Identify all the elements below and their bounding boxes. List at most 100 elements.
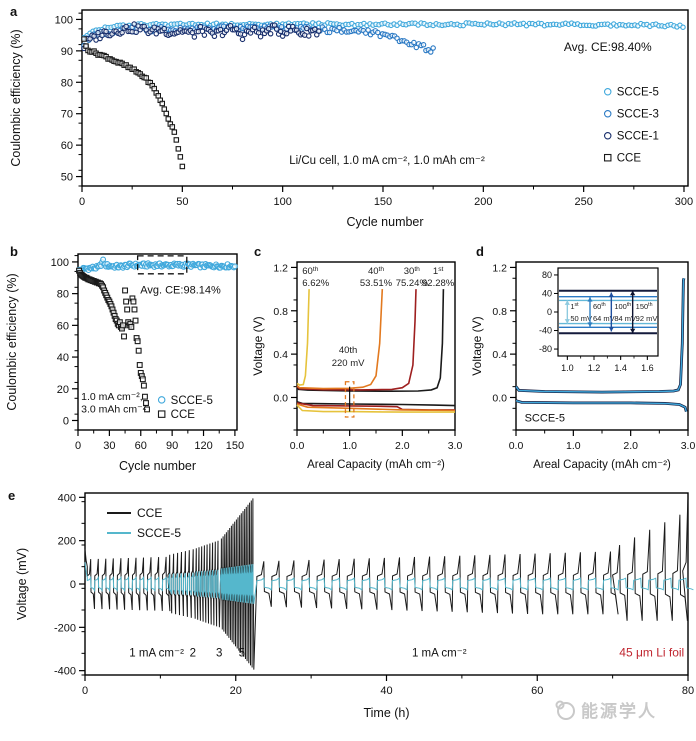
svg-text:64 mV: 64 mV xyxy=(593,314,615,323)
svg-text:Cycle number: Cycle number xyxy=(119,459,196,473)
curve-scce5 xyxy=(514,277,688,412)
svg-text:1.2: 1.2 xyxy=(273,262,288,274)
svg-text:1.0: 1.0 xyxy=(342,440,357,452)
panel-a-chart: 0 50 100 150 200 250 300 50 60 70 80 90 100 Cycle num… xyxy=(9,9,693,229)
svg-text:1 mA cm⁻²: 1 mA cm⁻² xyxy=(412,648,467,660)
svg-text:30: 30 xyxy=(103,440,115,452)
svg-text:1.4: 1.4 xyxy=(614,363,627,373)
panel-c-letter: c xyxy=(254,244,262,259)
svg-text:1.2: 1.2 xyxy=(492,262,507,274)
svg-text:80: 80 xyxy=(682,685,694,697)
svg-text:Areal Capacity (mAh cm⁻²): Areal Capacity (mAh cm⁻²) xyxy=(533,459,671,471)
panel-b-letter: b xyxy=(10,244,18,259)
svg-text:60th: 60th xyxy=(302,266,318,277)
svg-text:1st: 1st xyxy=(433,266,444,277)
svg-text:1 mA cm⁻²: 1 mA cm⁻² xyxy=(129,648,184,660)
svg-text:20: 20 xyxy=(57,384,69,396)
svg-text:300: 300 xyxy=(675,196,693,208)
svg-text:1.6: 1.6 xyxy=(641,363,654,373)
svg-text:SCCE-5: SCCE-5 xyxy=(617,87,659,99)
svg-text:6.62%: 6.62% xyxy=(302,278,329,289)
svg-text:Voltage (V): Voltage (V) xyxy=(251,316,265,375)
svg-text:SCCE-5: SCCE-5 xyxy=(171,395,213,407)
series-SCCE-3 xyxy=(81,23,436,55)
svg-text:60: 60 xyxy=(135,440,147,452)
svg-text:92.28%: 92.28% xyxy=(422,278,455,289)
legend: CCE SCCE-5 xyxy=(107,506,181,540)
svg-text:0.0: 0.0 xyxy=(492,392,507,404)
svg-text:40: 40 xyxy=(380,685,392,697)
svg-text:2.0: 2.0 xyxy=(623,440,638,452)
axes: 0 30 60 90 120 150 0 20 40 60 80 100 xyxy=(51,253,244,452)
svg-text:20: 20 xyxy=(230,685,242,697)
svg-text:Coulombic efficiency (%): Coulombic efficiency (%) xyxy=(5,273,19,410)
series-CCE xyxy=(81,36,186,170)
svg-text:200: 200 xyxy=(474,196,492,208)
svg-text:-200: -200 xyxy=(54,622,76,634)
panel-e-chart: 0 20 40 60 80 -400 -200 0 200 400 Time (h) Voltage … xyxy=(15,492,694,720)
svg-text:90: 90 xyxy=(166,440,178,452)
svg-text:100: 100 xyxy=(55,14,73,26)
svg-text:-80: -80 xyxy=(539,344,552,354)
svg-text:45 μm Li foil: 45 μm Li foil xyxy=(619,646,684,660)
svg-text:SCCE-5: SCCE-5 xyxy=(137,526,181,540)
svg-text:50 mV: 50 mV xyxy=(570,314,592,323)
svg-text:Cycle number: Cycle number xyxy=(346,215,423,229)
svg-text:Coulombic efficiency (%): Coulombic efficiency (%) xyxy=(9,29,23,166)
svg-text:70: 70 xyxy=(61,109,73,121)
svg-text:50: 50 xyxy=(176,196,188,208)
svg-text:120: 120 xyxy=(194,440,212,452)
svg-text:90: 90 xyxy=(61,46,73,58)
svg-text:Avg. CE:98.40%: Avg. CE:98.40% xyxy=(564,40,652,54)
svg-text:1.0 mA cm⁻²,: 1.0 mA cm⁻², xyxy=(81,391,143,403)
svg-text:CCE: CCE xyxy=(137,506,162,520)
svg-text:1.0: 1.0 xyxy=(561,363,574,373)
svg-text:0.0: 0.0 xyxy=(509,440,524,452)
svg-text:Voltage (V): Voltage (V) xyxy=(472,316,484,375)
svg-text:0: 0 xyxy=(547,307,552,317)
svg-text:Areal Capacity (mAh cm⁻²): Areal Capacity (mAh cm⁻²) xyxy=(307,459,445,471)
svg-text:60: 60 xyxy=(57,320,69,332)
series-SCCE-1 xyxy=(81,21,322,52)
svg-text:0.0: 0.0 xyxy=(290,440,305,452)
panel-b-chart: 0 30 60 90 120 150 0 20 40 60 80 100 Cycle number Cou… xyxy=(5,253,244,473)
axes: 0 50 100 150 200 250 300 50 60 70 80 90 100 xyxy=(55,9,693,208)
svg-text:53.51%: 53.51% xyxy=(360,278,393,289)
svg-text:0.0: 0.0 xyxy=(273,392,288,404)
svg-text:5: 5 xyxy=(239,648,245,660)
svg-text:150: 150 xyxy=(226,440,244,452)
svg-text:Voltage (mV): Voltage (mV) xyxy=(15,548,29,620)
series-SCCE-5 xyxy=(76,256,238,274)
svg-text:0: 0 xyxy=(82,685,88,697)
svg-text:60: 60 xyxy=(531,685,543,697)
watermark-text: 能源学人 xyxy=(581,702,657,721)
axes: 0.0 1.0 2.0 3.0 0.0 0.4 0.8 1.2 xyxy=(492,261,696,452)
svg-text:150th: 150th xyxy=(636,302,653,311)
svg-text:0: 0 xyxy=(70,579,76,591)
svg-text:0.8: 0.8 xyxy=(273,306,288,318)
svg-text:Avg. CE:98.14%: Avg. CE:98.14% xyxy=(140,285,221,297)
panel-a-letter: a xyxy=(10,4,18,19)
svg-text:150: 150 xyxy=(374,196,392,208)
svg-text:1.2: 1.2 xyxy=(588,363,601,373)
svg-text:3.0: 3.0 xyxy=(681,440,696,452)
panel-e-letter: e xyxy=(8,488,16,503)
svg-text:80: 80 xyxy=(61,77,73,89)
svg-text:0.8: 0.8 xyxy=(492,306,507,318)
svg-text:CCE: CCE xyxy=(171,409,196,421)
svg-text:250: 250 xyxy=(574,196,592,208)
svg-text:-400: -400 xyxy=(54,666,76,678)
svg-text:80: 80 xyxy=(57,289,69,301)
svg-text:40th: 40th xyxy=(339,345,358,356)
svg-text:Time (h): Time (h) xyxy=(363,706,409,720)
svg-text:84 mV: 84 mV xyxy=(614,314,636,323)
panel-d-letter: d xyxy=(476,244,484,259)
svg-text:3: 3 xyxy=(216,648,222,660)
svg-text:-40: -40 xyxy=(539,326,552,336)
watermark-logo-icon xyxy=(555,700,575,720)
svg-text:SCCE-3: SCCE-3 xyxy=(617,109,659,121)
svg-text:3.0 mAh cm⁻²: 3.0 mAh cm⁻² xyxy=(81,404,147,416)
svg-text:220 mV: 220 mV xyxy=(332,358,365,369)
